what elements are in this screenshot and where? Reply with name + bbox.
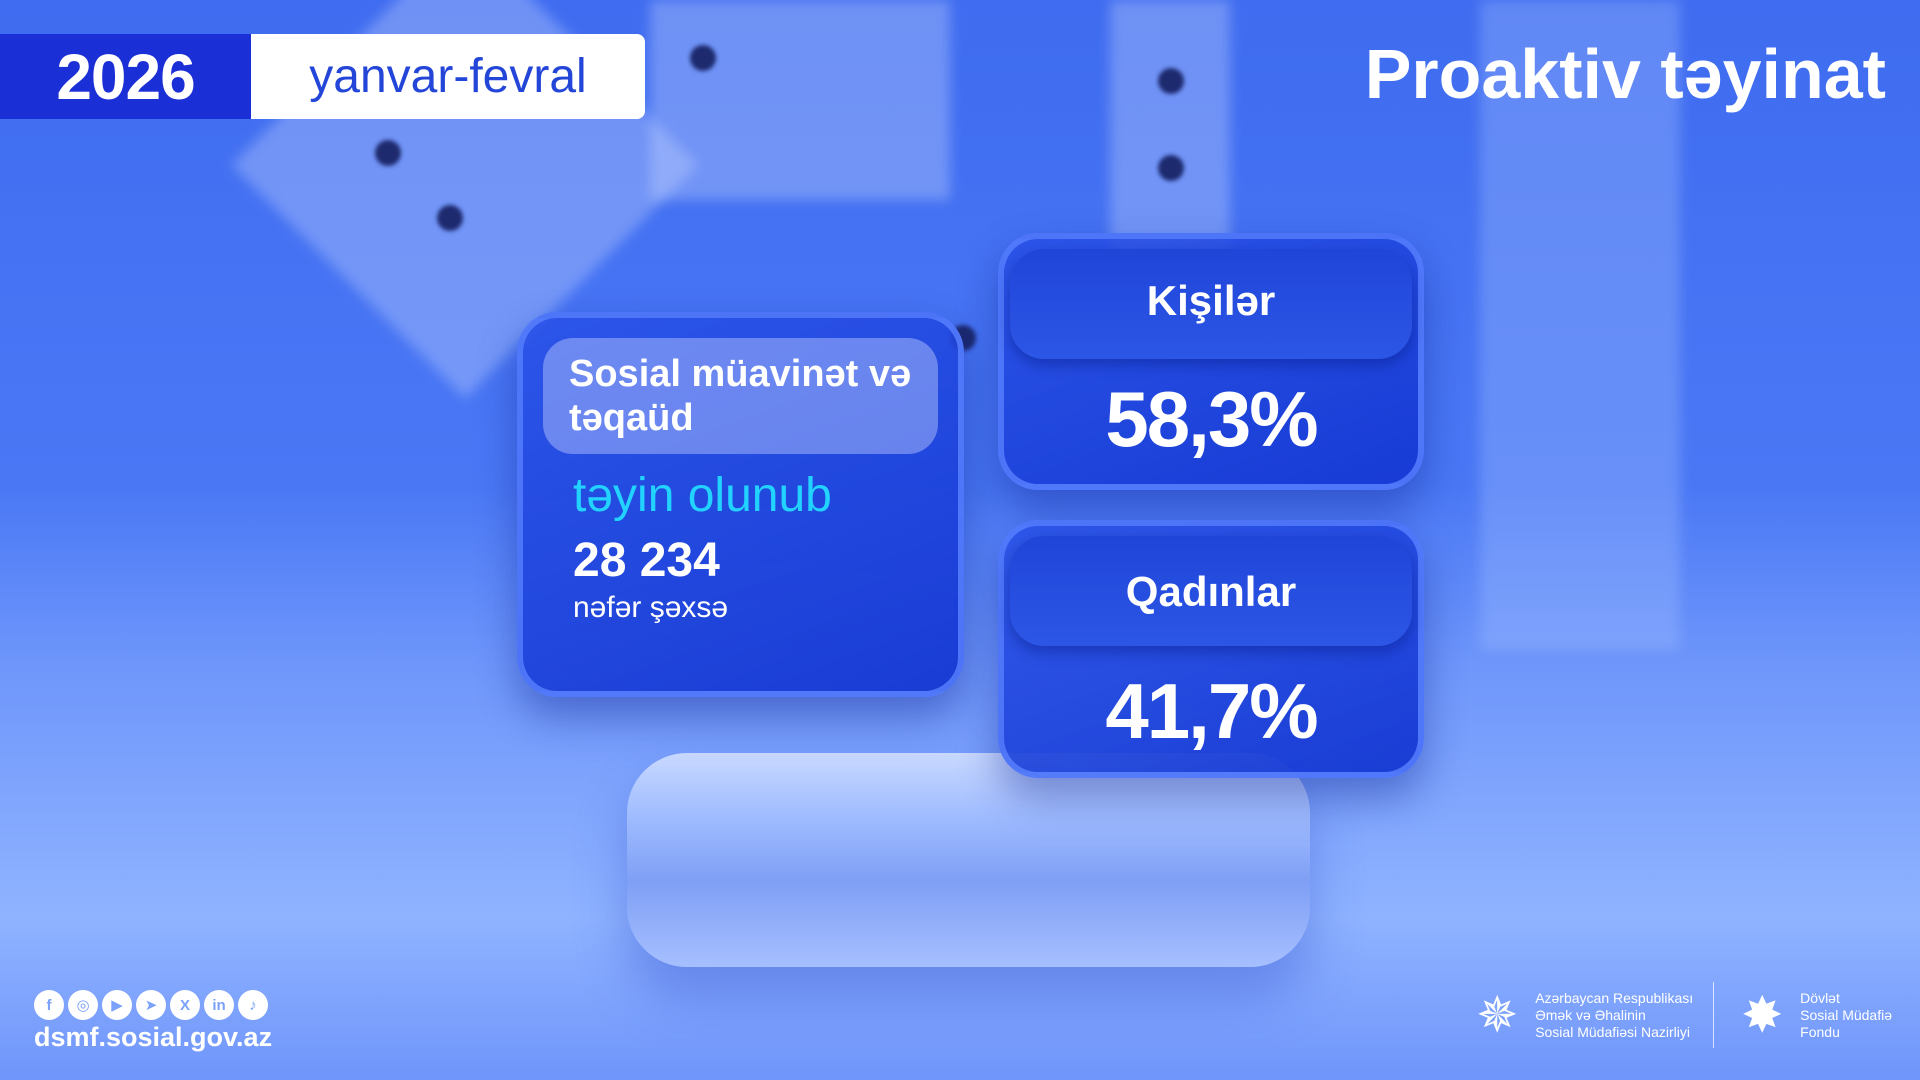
logo-text: Fondu <box>1800 1023 1840 1040</box>
pedestal <box>627 753 1310 967</box>
count-unit: nəfər şəxsə <box>573 591 729 624</box>
logo-divider <box>1713 982 1715 1048</box>
logo-text: Sosial Müdafiəsi Nazirliyi <box>1535 1023 1691 1040</box>
youtube-icon[interactable]: ▶ <box>102 990 132 1020</box>
stat-label: Qadınlar <box>1125 568 1297 615</box>
footer-logos: ✵ Azərbaycan Respublikası Əmək və Əhalin… <box>1469 982 1892 1048</box>
logo-text: Azərbaycan Respublikası <box>1535 989 1694 1006</box>
x-icon[interactable]: X <box>170 990 200 1020</box>
linkedin-icon[interactable]: in <box>204 990 234 1020</box>
logo-text: Əmək və Əhalinin <box>1535 1006 1646 1023</box>
fund-emblem-icon: ✸ <box>1741 986 1784 1043</box>
website-link[interactable]: dsmf.sosial.gov.az <box>34 1022 273 1052</box>
stat-value: 58,3% <box>1105 375 1318 463</box>
instagram-icon[interactable]: ◎ <box>68 990 98 1020</box>
telegram-icon[interactable]: ➤ <box>136 990 166 1020</box>
logo-text: Dövlət <box>1800 989 1840 1006</box>
count-value: 28 234 <box>573 534 720 587</box>
stat-label: Kişilər <box>1146 277 1276 324</box>
period-label: yanvar-fevral <box>251 34 645 119</box>
main-stat-card: Sosial müavinət və təqaüd təyin olunub 2… <box>517 312 964 697</box>
fund-logo: ✸ Dövlət Sosial Müdafiə Fondu <box>1734 987 1892 1043</box>
stat-value: 41,7% <box>1105 667 1318 755</box>
ministry-emblem-icon: ✵ <box>1476 986 1519 1043</box>
social-links: f ◎ ▶ ➤ X in ♪ <box>34 990 268 1020</box>
page-title: Proaktiv təyinat <box>1364 35 1886 113</box>
logo-text: Sosial Müdafiə <box>1800 1006 1892 1023</box>
card-heading: Sosial müavinət və təqaüd <box>543 338 938 454</box>
tiktok-icon[interactable]: ♪ <box>238 990 268 1020</box>
stat-card-women: Qadınlar 41,7% <box>998 520 1424 778</box>
facebook-icon[interactable]: f <box>34 990 64 1020</box>
year-badge: 2026 <box>0 34 251 119</box>
ministry-logo: ✵ Azərbaycan Respublikası Əmək və Əhalin… <box>1469 987 1693 1043</box>
stat-card-men: Kişilər 58,3% <box>998 233 1424 490</box>
status-text: təyin olunub <box>573 469 832 522</box>
